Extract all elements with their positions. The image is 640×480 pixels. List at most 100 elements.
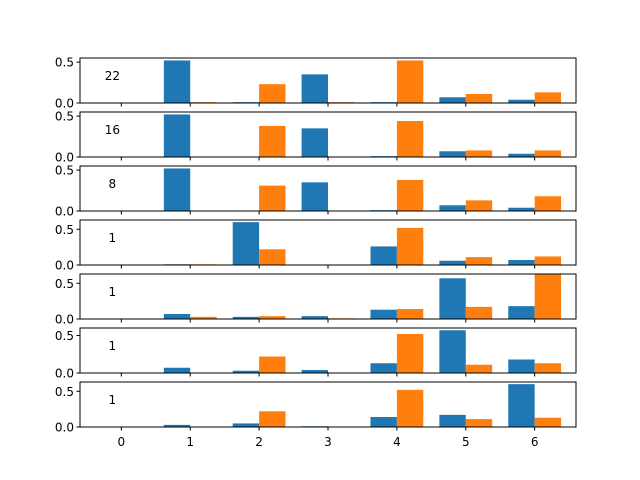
bar-p4-s2-x4 bbox=[396, 227, 424, 265]
x-tick-label: 4 bbox=[393, 435, 401, 449]
bar-p1-s2-x4 bbox=[396, 60, 424, 103]
bar-p7-s2-x6 bbox=[534, 417, 562, 427]
bar-p1-s1-x1 bbox=[163, 60, 191, 103]
bar-p6-s1-x6 bbox=[508, 359, 535, 373]
bar-p3-s2-x4 bbox=[396, 179, 424, 211]
panel-annotation: 1 bbox=[109, 339, 117, 353]
bar-p4-s2-x6 bbox=[534, 256, 562, 265]
bar-p7-s1-x6 bbox=[508, 384, 535, 427]
bar-p2-s1-x3 bbox=[301, 128, 328, 157]
y-tick-label: 0.5 bbox=[55, 277, 74, 291]
y-tick-label: 0.5 bbox=[55, 385, 74, 399]
bar-p7-s1-x1 bbox=[163, 424, 191, 427]
bar-p7-s2-x2 bbox=[259, 411, 286, 427]
y-tick-label: 0.0 bbox=[55, 205, 74, 219]
bar-p4-s1-x6 bbox=[508, 260, 535, 265]
y-tick-label: 0.5 bbox=[55, 329, 74, 343]
bar-p2-s1-x6 bbox=[508, 153, 535, 157]
bar-p2-s2-x6 bbox=[534, 150, 562, 157]
bar-p3-s1-x5 bbox=[439, 205, 466, 211]
x-tick-label: 6 bbox=[531, 435, 539, 449]
bar-p2-s1-x1 bbox=[163, 114, 191, 157]
panel-annotation: 1 bbox=[109, 393, 117, 407]
bar-p4-s2-x2 bbox=[259, 249, 286, 265]
panel-frame bbox=[79, 219, 577, 266]
x-tick-label: 0 bbox=[118, 435, 126, 449]
y-tick-label: 0.5 bbox=[55, 56, 74, 70]
bar-p5-s2-x4 bbox=[396, 309, 424, 319]
bar-p2-s1-x5 bbox=[439, 151, 466, 157]
bar-p6-s2-x6 bbox=[534, 363, 562, 373]
bar-p3-s1-x1 bbox=[163, 168, 191, 211]
panel-annotation: 1 bbox=[109, 231, 117, 245]
panel-3: 0.0 0.5 8 bbox=[55, 164, 577, 219]
x-tick-label: 1 bbox=[186, 435, 194, 449]
bar-p7-s1-x5 bbox=[439, 414, 466, 427]
y-tick-label: 0.0 bbox=[55, 367, 74, 381]
bar-p5-s1-x5 bbox=[439, 278, 466, 319]
panel-annotation: 16 bbox=[105, 123, 120, 137]
panel-frame bbox=[79, 273, 577, 320]
bar-p4-s1-x5 bbox=[439, 260, 466, 265]
bar-p4-s1-x2 bbox=[232, 222, 260, 265]
panel-4: 0.0 0.5 1 bbox=[55, 219, 577, 273]
bar-p5-s2-x1 bbox=[190, 316, 217, 319]
bar-p5-s1-x6 bbox=[508, 306, 535, 319]
bar-p7-s2-x5 bbox=[465, 419, 493, 427]
bar-p2-s2-x4 bbox=[396, 121, 424, 157]
bar-p3-s2-x2 bbox=[259, 185, 286, 211]
panel-5: 0.0 0.5 1 bbox=[55, 273, 577, 327]
bar-p6-s2-x5 bbox=[465, 364, 493, 373]
bar-p7-s1-x4 bbox=[370, 417, 397, 427]
panel-1: 0.0 0.5 22 bbox=[55, 56, 577, 111]
y-tick-label: 0.0 bbox=[55, 259, 74, 273]
bar-p1-s2-x6 bbox=[534, 92, 562, 103]
bar-p1-s2-x2 bbox=[259, 84, 286, 103]
bar-p5-s2-x2 bbox=[259, 316, 286, 319]
bar-p3-s1-x6 bbox=[508, 207, 535, 211]
bar-p6-s1-x5 bbox=[439, 330, 466, 373]
panel-frame bbox=[79, 381, 577, 428]
bar-p1-s1-x6 bbox=[508, 99, 535, 103]
panel-6: 0.0 0.5 1 bbox=[55, 327, 577, 381]
panel-annotation: 8 bbox=[109, 177, 117, 191]
bar-p5-s1-x1 bbox=[163, 314, 191, 319]
panel-7: 0.0 0.5 1 bbox=[55, 381, 577, 435]
panel-2: 0.0 0.5 16 bbox=[55, 110, 577, 165]
bar-p6-s1-x2 bbox=[232, 370, 260, 373]
x-tick-label: 5 bbox=[462, 435, 470, 449]
bar-p1-s1-x5 bbox=[439, 97, 466, 103]
bar-p1-s2-x5 bbox=[465, 94, 493, 103]
y-tick-label: 0.5 bbox=[55, 164, 74, 178]
y-tick-label: 0.0 bbox=[55, 313, 74, 327]
bar-p6-s2-x4 bbox=[396, 334, 424, 373]
bar-p3-s2-x5 bbox=[465, 200, 493, 211]
bar-p4-s2-x5 bbox=[465, 257, 493, 265]
panel-annotation: 22 bbox=[105, 69, 120, 83]
bar-p3-s2-x6 bbox=[534, 196, 562, 211]
bar-p5-s2-x6 bbox=[534, 274, 562, 319]
y-tick-label: 0.0 bbox=[55, 151, 74, 165]
bar-p5-s2-x5 bbox=[465, 306, 493, 319]
bar-p6-s1-x3 bbox=[301, 370, 328, 373]
y-tick-label: 0.0 bbox=[55, 97, 74, 111]
panel-frame bbox=[79, 327, 577, 374]
bar-p5-s1-x2 bbox=[232, 316, 260, 319]
x-tick-label: 3 bbox=[324, 435, 332, 449]
panel-annotation: 1 bbox=[109, 285, 117, 299]
bar-p4-s1-x4 bbox=[370, 246, 397, 265]
bar-p6-s1-x1 bbox=[163, 367, 191, 373]
bar-p3-s1-x3 bbox=[301, 182, 328, 211]
y-tick-label: 0.5 bbox=[55, 110, 74, 124]
bar-p2-s2-x2 bbox=[259, 125, 286, 157]
x-tick-label: 2 bbox=[255, 435, 263, 449]
bar-p2-s2-x5 bbox=[465, 150, 493, 157]
bar-p1-s1-x3 bbox=[301, 74, 328, 103]
y-tick-label: 0.5 bbox=[55, 223, 74, 237]
bar-p5-s1-x4 bbox=[370, 309, 397, 319]
bar-p5-s1-x3 bbox=[301, 316, 328, 319]
bar-p6-s2-x2 bbox=[259, 356, 286, 373]
bar-p6-s1-x4 bbox=[370, 363, 397, 373]
bar-p7-s2-x4 bbox=[396, 389, 424, 427]
